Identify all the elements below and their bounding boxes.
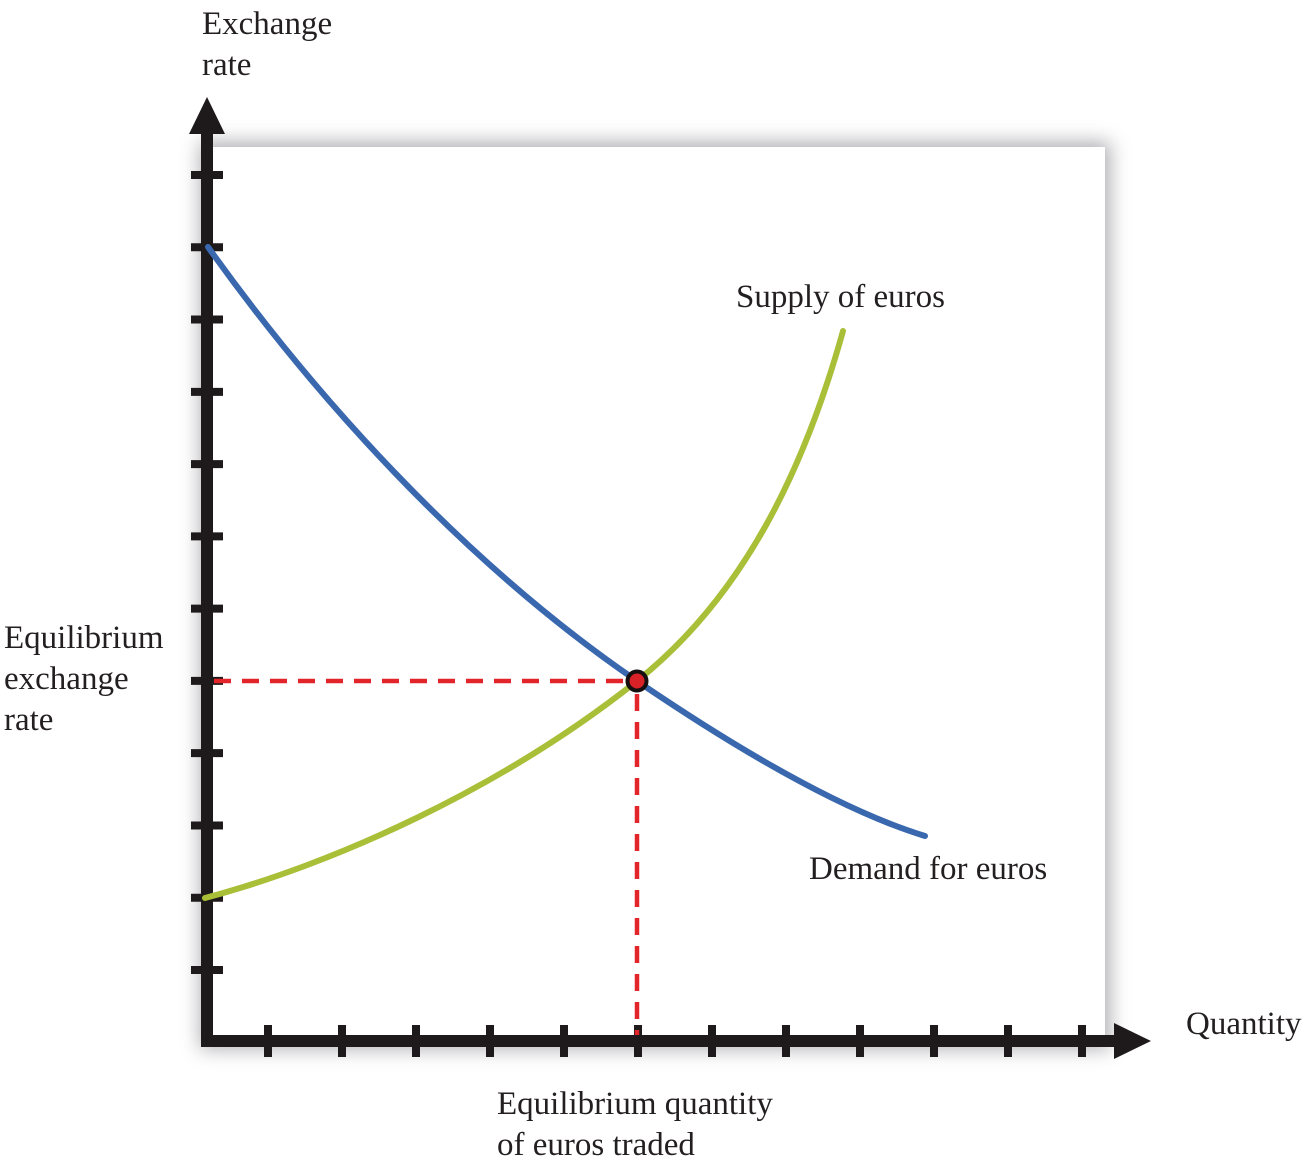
y-axis-label: Exchange rate — [202, 6, 333, 83]
demand-curve-label: Demand for euros — [809, 851, 1048, 887]
equilibrium-point — [625, 669, 649, 693]
supply-curve — [202, 328, 846, 901]
supply-curve-label: Supply of euros — [736, 279, 945, 315]
equilibrium-quantity-annotation: Equilibrium quantity of euros traded — [497, 1086, 773, 1162]
x-axis-label: Quantity — [1186, 1006, 1302, 1042]
plot-area — [205, 147, 1105, 1044]
x-axis-arrow-icon — [1114, 1023, 1151, 1059]
demand-curve — [205, 244, 928, 839]
equilibrium-rate-annotation: Equilibrium exchange rate — [4, 620, 164, 738]
y-axis-arrow-icon — [189, 97, 225, 134]
